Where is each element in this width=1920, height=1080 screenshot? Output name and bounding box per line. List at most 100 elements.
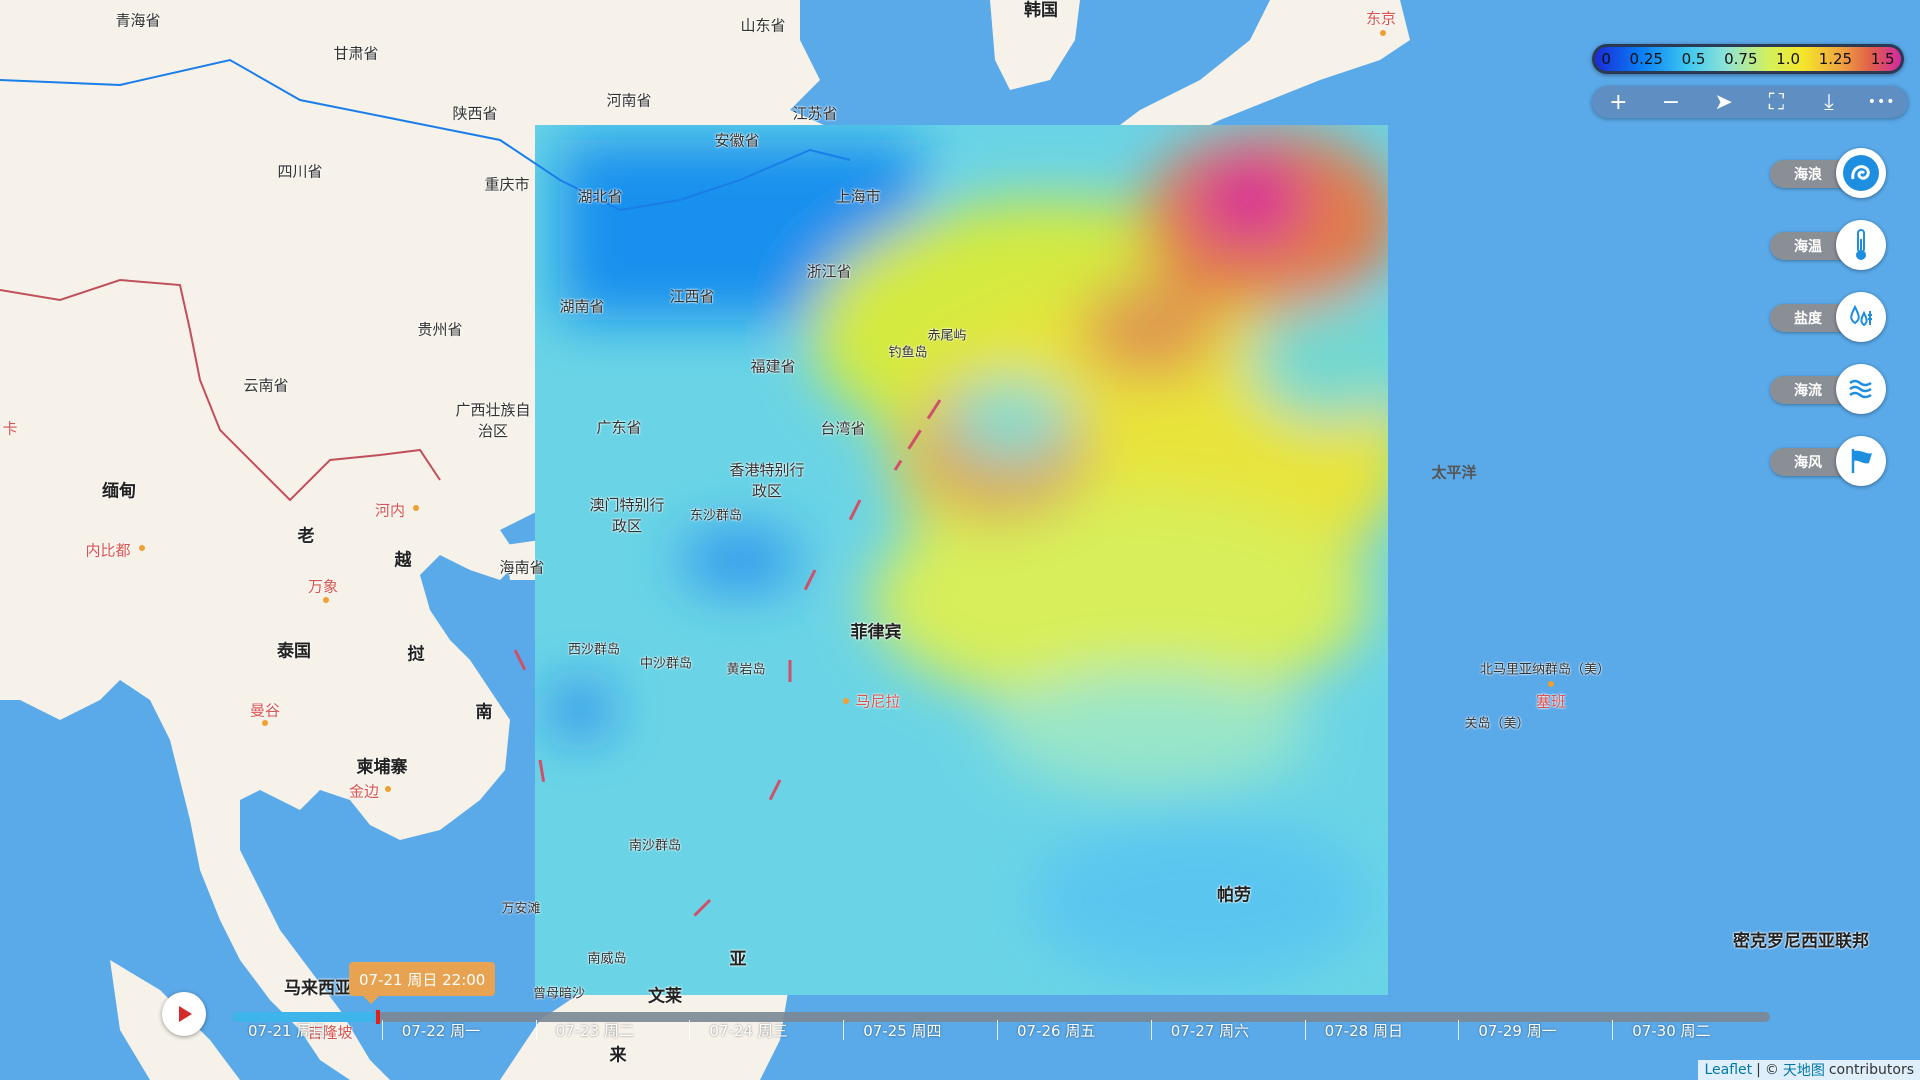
map-label-province: 湖北省 [577,187,623,206]
timeline-day-label[interactable]: 07-24 周三 [709,1022,788,1040]
map-label-country: 越 [394,550,412,571]
zoom-in-button[interactable]: + [1609,89,1628,115]
map-label-country: 柬埔寨 [356,757,408,778]
map-label-province: 江苏省 [792,104,838,123]
layer-button-temperature[interactable]: 海温 [1770,220,1888,270]
legend-tick: 1.25 [1818,50,1853,68]
map-label-country: 来 [609,1045,627,1066]
map-label-province: 海南省 [499,558,545,577]
map-label-city: 吉隆坡 [307,1023,353,1042]
map-label-city: 东京 [1365,9,1397,28]
leaflet-link[interactable]: Leaflet [1704,1062,1753,1078]
city-dot [413,505,419,511]
timeline-day-separator [843,1020,845,1040]
city-dot [1380,30,1386,36]
map-label-province: 山东省 [740,16,786,35]
play-button[interactable] [162,992,206,1036]
map-attribution: Leaflet | © 天地图 contributors [1698,1060,1920,1080]
city-dot [323,597,329,603]
legend-tick: 0.75 [1724,50,1758,68]
map-label-island: 东沙群岛 [689,508,743,524]
map-label-country: 泰国 [277,641,311,662]
map-label-country: 南 [475,702,493,723]
map-label-island: 万安滩 [501,901,541,917]
map-label-island: 北马里亚纳群岛（美） [1479,662,1611,678]
timeline-day-separator [997,1020,998,1040]
layer-button-current[interactable]: 海流 [1770,364,1888,414]
map-label-city: 马尼拉 [855,692,901,711]
map-label-province: 四川省 [277,162,323,181]
layer-button-wave[interactable]: 海浪 [1770,148,1888,198]
map-label-island: 西沙群岛 [567,642,621,658]
map-label-province: 香港特别行政区 [729,461,805,500]
timeline-day-separator [1612,1020,1614,1040]
timeline-day-label[interactable]: 07-25 周四 [863,1022,942,1040]
timeline-day-label[interactable]: 07-26 周五 [1017,1022,1096,1040]
zoom-out-button[interactable]: − [1661,89,1681,115]
timeline-progress [232,1012,379,1022]
city-dot [139,545,145,551]
attribution-separator: | [1756,1062,1761,1078]
map-label-province: 福建省 [750,357,796,376]
color-scale-legend: 0 0.25 0.5 0.75 1.0 1.25 1.5 [1592,44,1904,74]
map-label-province: 贵州省 [417,320,463,339]
wave-swirl-icon [1836,148,1886,198]
map-label-country: 密克罗尼西亚联邦 [1733,931,1869,952]
legend-tick: 1.0 [1776,50,1801,68]
map-label-island: 南威岛 [587,951,627,967]
map-label-island: 曾母暗沙 [532,986,586,1002]
legend-tick: 0 [1601,50,1611,68]
map-label-country: 帕劳 [1217,885,1251,906]
timeline-track[interactable] [232,1008,1770,1026]
legend-tick: 1.5 [1870,50,1895,68]
city-dot [262,720,268,726]
timeline-bar[interactable] [232,1012,1770,1022]
timeline-day-label[interactable]: 07-23 周二 [555,1022,634,1040]
timeline-day-label[interactable]: 07-21 周日 [248,1022,327,1040]
fullscreen-button[interactable]: ⛶ [1768,89,1784,115]
time-tooltip: 07-21 周日 22:00 [349,962,496,1004]
map-label-island: 黄岩岛 [726,662,766,678]
download-button[interactable]: ⤓ [1824,89,1834,115]
timeline-day-label[interactable]: 07-28 周日 [1324,1022,1403,1040]
map-label-island: 钓鱼岛 [888,345,928,361]
map-label-province: 陕西省 [452,104,498,123]
map-label-province: 上海市 [835,187,881,206]
map-label-island: 关岛（美） [1464,716,1530,732]
map-label-island: 中沙群岛 [639,656,693,672]
timeline-day-separator [535,1020,537,1040]
map-label-province: 浙江省 [806,262,852,281]
timeline-day-label[interactable]: 07-30 周二 [1632,1022,1711,1040]
current-waves-icon [1836,364,1886,414]
map-label-sea: 太平洋 [1431,463,1477,482]
map-label-province: 江西省 [669,287,715,306]
map-label-country: 缅甸 [102,481,136,502]
city-dot [843,698,849,704]
map-label-province: 河南省 [606,91,652,110]
city-dot [385,786,391,792]
map-label-island: 南沙群岛 [628,838,682,854]
timeline-day-label[interactable]: 07-29 周一 [1478,1022,1557,1040]
locate-button[interactable]: ➤ [1714,89,1733,115]
map-label-province: 广西壮族自治区 [455,401,531,440]
legend-gradient [1595,47,1901,71]
map-label-province: 湖南省 [559,297,605,316]
timeline-day-label[interactable]: 07-22 周一 [401,1022,481,1040]
timeline-day-separator [381,1020,383,1040]
tianditu-link[interactable]: 天地图 [1782,1063,1825,1079]
map-label-province: 澳门特别行政区 [589,496,665,535]
map-label-province: 重庆市 [484,175,530,194]
timeline-day-label[interactable]: 07-27 周六 [1170,1022,1250,1040]
map-label-province: 云南省 [243,376,289,395]
map-label-country: 马来西亚 [284,978,352,999]
more-button[interactable]: ••• [1867,94,1896,110]
timeline-cursor[interactable] [376,1010,381,1024]
layer-button-salinity[interactable]: 盐度 [1770,292,1888,342]
play-icon [179,1006,192,1022]
map-label-province: 安徽省 [714,131,760,150]
thermometer-icon [1836,220,1886,270]
layer-button-wind[interactable]: 海风 [1770,436,1888,486]
map-label-country: 亚 [729,949,747,970]
map-label-city: 内比都 [85,541,131,560]
